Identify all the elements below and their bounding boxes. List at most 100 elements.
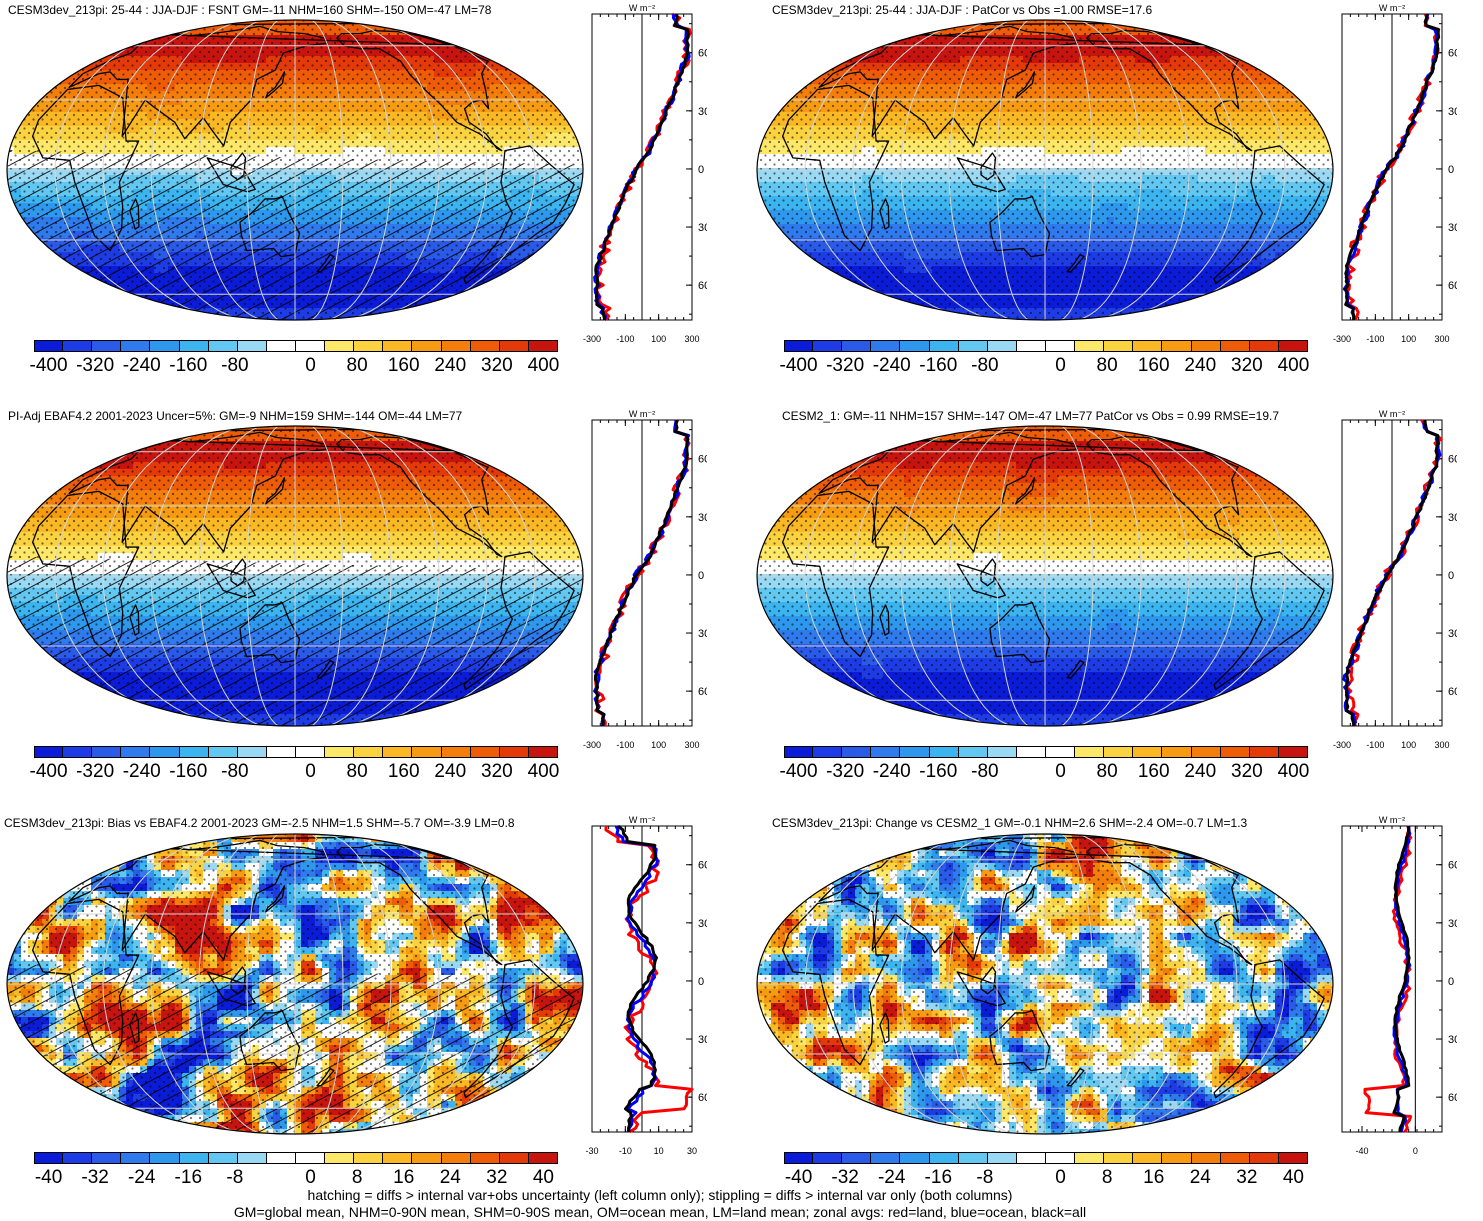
colorbar-swatch xyxy=(499,340,529,352)
colorbar-swatch xyxy=(354,340,384,352)
colorbar-label: -240 xyxy=(123,355,161,377)
colorbar-label: -16 xyxy=(175,1167,202,1189)
colorbar-label: -400 xyxy=(780,355,818,377)
panel-4-map xyxy=(756,425,1334,727)
colorbar-swatch xyxy=(34,746,64,758)
zonal-curve-blue xyxy=(614,825,659,1133)
colorbar-swatch xyxy=(208,1152,238,1164)
panel-5-zonal-plot: W m⁻² -30 -10 10 30 60N 30N 0 30S 60S xyxy=(585,815,707,1156)
zonal-lat-label: 60S xyxy=(698,686,707,698)
colorbar-label: 240 xyxy=(434,761,466,783)
zonal-x-tick-label: -300 xyxy=(583,334,601,344)
colorbar-label: 0 xyxy=(1055,761,1066,783)
colorbar-swatch xyxy=(1104,746,1134,758)
footer-line-1: hatching = diffs > internal var+obs unce… xyxy=(0,1187,1320,1204)
colorbar-swatch xyxy=(813,340,843,352)
colorbar-label: -80 xyxy=(221,355,248,377)
zonal-lat-label: 30N xyxy=(698,106,707,118)
colorbar-swatch xyxy=(1075,746,1105,758)
zonal-lat-label: 30N xyxy=(698,918,707,930)
zonal-lat-label: 60N xyxy=(1448,48,1457,60)
colorbar-label: 32 xyxy=(1236,1167,1257,1189)
colorbar-label: 0 xyxy=(1055,355,1066,377)
colorbar-swatch xyxy=(266,340,296,352)
zonal-lat-label: 60N xyxy=(698,454,707,466)
zonal-curve-black xyxy=(1392,825,1411,1133)
colorbar-swatch xyxy=(958,1152,988,1164)
panel-1-zonal-plot: W m⁻² -300 -100 100 300 60N 30N 0 30S 60S xyxy=(583,3,707,344)
colorbar-label: 160 xyxy=(388,355,420,377)
colorbar-swatch xyxy=(784,1152,814,1164)
colorbar-swatch xyxy=(150,746,180,758)
zonal-curve-black xyxy=(593,419,690,727)
zonal-x-tick-label: -100 xyxy=(1366,740,1384,750)
zonal-lat-label: 60S xyxy=(1448,280,1457,292)
zonal-lat-label: 60S xyxy=(1448,1092,1457,1104)
colorbar-swatch xyxy=(1104,340,1134,352)
zonal-x-tick-label: -100 xyxy=(1366,334,1384,344)
colorbar-swatch xyxy=(412,1152,442,1164)
zonal-lat-label: 60N xyxy=(698,48,707,60)
colorbar-label: -32 xyxy=(831,1167,858,1189)
colorbar-swatch xyxy=(383,746,413,758)
colorbar-swatch xyxy=(121,340,151,352)
panel-4-zonal-plot: W m⁻² -300 -100 100 300 60N 30N 0 30S 60S xyxy=(1333,409,1457,750)
colorbar-swatch xyxy=(383,340,413,352)
colorbar-label: -400 xyxy=(30,355,68,377)
colorbar-swatch xyxy=(208,340,238,352)
zonal-curve-black xyxy=(1344,419,1440,727)
zonal-lat-label: 30S xyxy=(1448,1034,1457,1046)
colorbar-label: -40 xyxy=(35,1167,62,1189)
colorbar-label: 240 xyxy=(1184,761,1216,783)
panel-6-title: CESM3dev_213pi: Change vs CESM2_1 GM=-0.… xyxy=(772,816,1247,830)
colorbar-label: 320 xyxy=(481,355,513,377)
colorbar-swatch xyxy=(179,746,209,758)
colorbar-swatch xyxy=(1191,746,1221,758)
zonal-x-tick-label: 100 xyxy=(651,740,666,750)
colorbar-label: 80 xyxy=(347,355,368,377)
panel-2-colorbar: -400 -320 -240 -160 -80 0 80 160 240 320 400 xyxy=(780,340,1309,380)
colorbar-swatch xyxy=(929,746,959,758)
colorbar-swatch xyxy=(412,746,442,758)
zonal-x-tick-label: 300 xyxy=(1434,334,1449,344)
colorbar-swatch xyxy=(987,746,1017,758)
colorbar-label: 400 xyxy=(528,355,560,377)
colorbar-swatch xyxy=(412,340,442,352)
colorbar-swatch xyxy=(1220,1152,1250,1164)
colorbar-label: 80 xyxy=(1097,761,1118,783)
colorbar-swatch xyxy=(208,746,238,758)
panel-2-zonal-plot: W m⁻² -300 -100 100 300 60N 30N 0 30S 60S xyxy=(1333,3,1457,344)
colorbar-label: -24 xyxy=(878,1167,905,1189)
colorbar-label: -80 xyxy=(971,355,998,377)
panel-5-colorbar: -40 -32 -24 -16 -8 0 8 16 24 32 40 xyxy=(34,1152,558,1192)
colorbar-swatch xyxy=(237,340,267,352)
colorbar-swatch xyxy=(1162,340,1192,352)
colorbar-swatch xyxy=(1046,746,1076,758)
zonal-x-tick-label: -300 xyxy=(1333,334,1351,344)
panel-3-zonal-plot: W m⁻² -300 -100 100 300 60N 30N 0 30S 60S xyxy=(583,409,707,750)
colorbar-swatch xyxy=(441,340,471,352)
zonal-x-tick-label: 30 xyxy=(687,1146,697,1156)
colorbar-label: -160 xyxy=(169,355,207,377)
zonal-lat-label: 60S xyxy=(698,1092,707,1104)
colorbar-label: -160 xyxy=(919,761,957,783)
colorbar-swatch xyxy=(92,746,122,758)
zonal-x-tick-label: 300 xyxy=(1434,740,1449,750)
colorbar-swatch xyxy=(179,1152,209,1164)
zonal-x-tick-label: 0 xyxy=(1413,1146,1418,1156)
zonal-lat-label: 60N xyxy=(1448,860,1457,872)
colorbar-label: 320 xyxy=(1231,355,1263,377)
zonal-curve-blue xyxy=(593,419,691,727)
colorbar-swatch xyxy=(266,746,296,758)
colorbar-swatch xyxy=(63,340,93,352)
zonal-x-tick-label: 300 xyxy=(684,740,699,750)
colorbar-label: -8 xyxy=(976,1167,993,1189)
colorbar-swatch xyxy=(499,1152,529,1164)
panel-2-title: CESM3dev_213pi: 25-44 : JJA-DJF : PatCor… xyxy=(772,3,1152,17)
colorbar-swatch xyxy=(1046,340,1076,352)
zonal-lat-label: 60N xyxy=(1448,454,1457,466)
colorbar-swatch xyxy=(325,340,355,352)
zonal-units-label: W m⁻² xyxy=(629,3,655,13)
panel-3-map xyxy=(6,425,584,727)
colorbar-swatch xyxy=(842,746,872,758)
